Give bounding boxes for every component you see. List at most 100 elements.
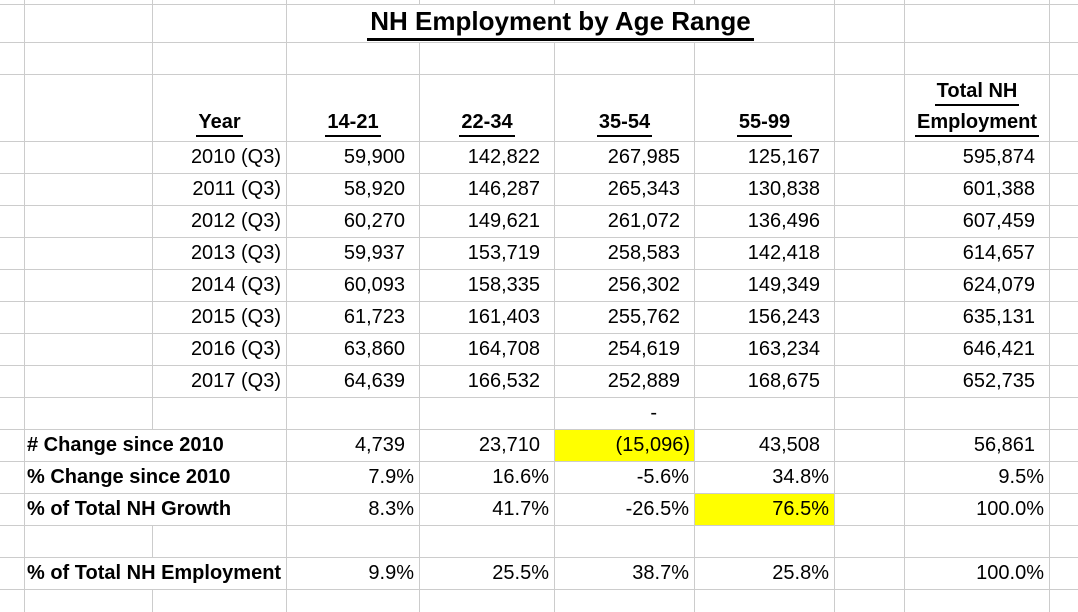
value-cell[interactable]: 149,349 (695, 270, 835, 301)
value-cell[interactable]: 23,710 (420, 430, 555, 461)
grid-cell (153, 0, 287, 4)
grid-cell (0, 494, 25, 525)
value-cell[interactable]: 4,739 (287, 430, 420, 461)
value-cell[interactable]: 25.5% (420, 558, 555, 589)
year-cell[interactable]: 2014 (Q3) (153, 270, 287, 301)
col-header-55-99[interactable]: 55-99 (695, 75, 835, 141)
grid-cell (25, 142, 153, 173)
total-cell[interactable]: 595,874 (905, 142, 1050, 173)
value-cell[interactable]: 252,889 (555, 366, 695, 397)
sheet-title: NH Employment by Age Range (367, 6, 754, 42)
value-cell[interactable]: 164,708 (420, 334, 555, 365)
value-cell[interactable]: 149,621 (420, 206, 555, 237)
col-header-14-21[interactable]: 14-21 (287, 75, 420, 141)
value-cell[interactable]: 255,762 (555, 302, 695, 333)
grid-cell (835, 590, 905, 612)
value-cell[interactable]: 146,287 (420, 174, 555, 205)
total-cell[interactable]: 9.5% (905, 462, 1050, 493)
total-cell[interactable]: 624,079 (905, 270, 1050, 301)
value-cell[interactable]: 34.8% (695, 462, 835, 493)
value-cell[interactable]: 64,639 (287, 366, 420, 397)
value-cell[interactable]: 166,532 (420, 366, 555, 397)
value-cell[interactable]: 59,937 (287, 238, 420, 269)
value-cell[interactable]: 153,719 (420, 238, 555, 269)
col-header-total[interactable]: Total NH Employment (905, 75, 1050, 141)
value-cell[interactable]: 8.3% (287, 494, 420, 525)
grid-cell (835, 206, 905, 237)
value-cell[interactable]: 142,418 (695, 238, 835, 269)
value-cell[interactable]: 142,822 (420, 142, 555, 173)
value-cell[interactable]: 25.8% (695, 558, 835, 589)
year-cell[interactable]: 2015 (Q3) (153, 302, 287, 333)
value-cell[interactable]: 156,243 (695, 302, 835, 333)
grid-cell (905, 590, 1050, 612)
value-cell[interactable]: 61,723 (287, 302, 420, 333)
value-cell[interactable]: 43,508 (695, 430, 835, 461)
value-cell[interactable]: 258,583 (555, 238, 695, 269)
value-cell[interactable]: 125,167 (695, 142, 835, 173)
grid-cell (25, 0, 153, 4)
value-cell[interactable]: 7.9% (287, 462, 420, 493)
col-header-55-99-label: 55-99 (736, 109, 793, 137)
total-cell[interactable]: 100.0% (905, 494, 1050, 525)
value-cell[interactable]: -26.5% (555, 494, 695, 525)
grid-cell (0, 398, 25, 429)
grid-cell (1050, 366, 1078, 397)
value-cell[interactable]: 261,072 (555, 206, 695, 237)
year-cell[interactable]: 2016 (Q3) (153, 334, 287, 365)
dash-cell[interactable]: - (555, 398, 695, 429)
grid-cell (555, 43, 695, 74)
total-cell[interactable]: 601,388 (905, 174, 1050, 205)
highlighted-value-cell[interactable]: (15,096) (555, 430, 695, 461)
value-cell[interactable]: 60,093 (287, 270, 420, 301)
col-header-22-34[interactable]: 22-34 (420, 75, 555, 141)
total-cell[interactable]: 635,131 (905, 302, 1050, 333)
value-cell[interactable]: 136,496 (695, 206, 835, 237)
highlighted-value-cell[interactable]: 76.5% (695, 494, 835, 525)
value-cell[interactable]: 60,270 (287, 206, 420, 237)
total-cell[interactable]: 646,421 (905, 334, 1050, 365)
grid-cell (0, 430, 25, 461)
title-cell[interactable]: NH Employment by Age Range (287, 5, 835, 42)
value-cell[interactable]: -5.6% (555, 462, 695, 493)
value-cell[interactable]: 168,675 (695, 366, 835, 397)
year-cell[interactable]: 2010 (Q3) (153, 142, 287, 173)
grid-cell (835, 526, 905, 557)
value-cell[interactable]: 130,838 (695, 174, 835, 205)
summary-label-cell[interactable]: % Change since 2010 (25, 462, 287, 493)
total-cell[interactable]: 652,735 (905, 366, 1050, 397)
grid-cell (25, 5, 153, 42)
year-cell[interactable]: 2017 (Q3) (153, 366, 287, 397)
title-row: NH Employment by Age Range (0, 5, 1078, 43)
value-cell[interactable]: 59,900 (287, 142, 420, 173)
value-cell[interactable]: 254,619 (555, 334, 695, 365)
value-cell[interactable]: 265,343 (555, 174, 695, 205)
grid-cell (1050, 75, 1078, 141)
grid-cell (835, 75, 905, 141)
value-cell[interactable]: 58,920 (287, 174, 420, 205)
value-cell[interactable]: 9.9% (287, 558, 420, 589)
grid-cell (25, 398, 153, 429)
summary-label-cell[interactable]: % of Total NH Employment (25, 558, 287, 589)
total-cell[interactable]: 100.0% (905, 558, 1050, 589)
value-cell[interactable]: 163,234 (695, 334, 835, 365)
table-row-2012: 2012 (Q3) 60,270 149,621 261,072 136,496… (0, 206, 1078, 238)
value-cell[interactable]: 256,302 (555, 270, 695, 301)
value-cell[interactable]: 41.7% (420, 494, 555, 525)
total-cell[interactable]: 607,459 (905, 206, 1050, 237)
value-cell[interactable]: 158,335 (420, 270, 555, 301)
value-cell[interactable]: 63,860 (287, 334, 420, 365)
value-cell[interactable]: 38.7% (555, 558, 695, 589)
summary-label-cell[interactable]: % of Total NH Growth (25, 494, 287, 525)
year-cell[interactable]: 2013 (Q3) (153, 238, 287, 269)
year-cell[interactable]: 2011 (Q3) (153, 174, 287, 205)
value-cell[interactable]: 267,985 (555, 142, 695, 173)
total-cell[interactable]: 56,861 (905, 430, 1050, 461)
value-cell[interactable]: 161,403 (420, 302, 555, 333)
total-cell[interactable]: 614,657 (905, 238, 1050, 269)
summary-label-cell[interactable]: # Change since 2010 (25, 430, 287, 461)
col-header-35-54[interactable]: 35-54 (555, 75, 695, 141)
value-cell[interactable]: 16.6% (420, 462, 555, 493)
col-header-year[interactable]: Year (153, 75, 287, 141)
year-cell[interactable]: 2012 (Q3) (153, 206, 287, 237)
